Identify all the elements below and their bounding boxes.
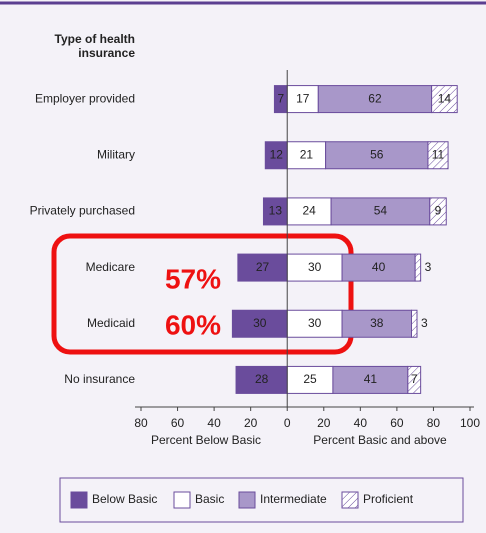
value-label: 30 [308,316,322,330]
category-header: Type of health insurance [55,32,136,60]
value-label: 62 [368,91,382,105]
bar [286,197,332,226]
value-label: 3 [425,260,432,274]
value-label: 28 [255,372,269,386]
bar [431,85,458,114]
bar [341,309,413,338]
bar [341,253,416,282]
x-tick-label: 80 [134,416,148,430]
annotation: 57% [165,263,221,294]
bar [429,197,447,226]
value-label: 13 [269,204,283,218]
value-label: 38 [370,316,384,330]
value-label: 11 [432,147,445,161]
legend-swatch [238,491,256,509]
value-label: 12 [270,147,284,161]
value-label: 9 [435,204,442,218]
bar [231,309,288,338]
annotation: 60% [165,309,221,340]
value-label: 21 [300,147,314,161]
bar [427,141,449,170]
value-label: 41 [364,372,378,386]
x-axis-label: Percent Basic and above [313,433,447,447]
x-tick-label: 80 [427,416,441,430]
value-label: 25 [303,372,317,386]
value-label: 40 [372,260,386,274]
value-label: 7 [411,372,418,386]
x-tick-label: 100 [460,416,480,430]
x-tick-label: 40 [354,416,368,430]
value-label: 56 [370,147,384,161]
legend-label: Intermediate [260,492,327,506]
legend-box [59,477,464,523]
value-label: 54 [374,204,388,218]
bar [411,309,418,338]
bar [286,253,343,282]
value-label: 7 [277,91,284,105]
category-label: Medicaid [87,316,135,330]
value-label: 30 [253,316,267,330]
x-tick-label: 20 [317,416,331,430]
category-label: Medicare [86,260,136,274]
category-label: Privately purchased [30,204,135,218]
x-tick-label: 20 [244,416,258,430]
bar [414,253,422,282]
legend-label: Proficient [363,492,414,506]
highlight-box [51,233,354,355]
x-tick-label: 0 [284,416,291,430]
bar [286,141,327,170]
x-axis-label: Percent Below Basic [151,433,261,447]
value-label: 27 [256,260,270,274]
bar [407,365,422,394]
value-label: 30 [308,260,322,274]
value-label: 14 [438,91,452,105]
value-label: 24 [302,204,316,218]
bar [286,309,343,338]
legend-label: Basic [195,492,224,506]
bar [325,141,429,170]
category-label: Employer provided [35,91,135,105]
bar [235,365,288,394]
x-tick-label: 40 [207,416,221,430]
legend-swatch [70,491,88,509]
value-label: 17 [296,91,310,105]
value-label: 3 [421,316,428,330]
x-tick-label: 60 [171,416,185,430]
bar [237,253,288,282]
bar [317,85,433,114]
legend-label: Below Basic [92,492,157,506]
legend-swatch [341,491,359,509]
x-tick-label: 60 [390,416,404,430]
legend-swatch [173,491,191,509]
bar [286,85,319,114]
category-label: Military [97,147,135,161]
category-label: No insurance [64,372,135,386]
